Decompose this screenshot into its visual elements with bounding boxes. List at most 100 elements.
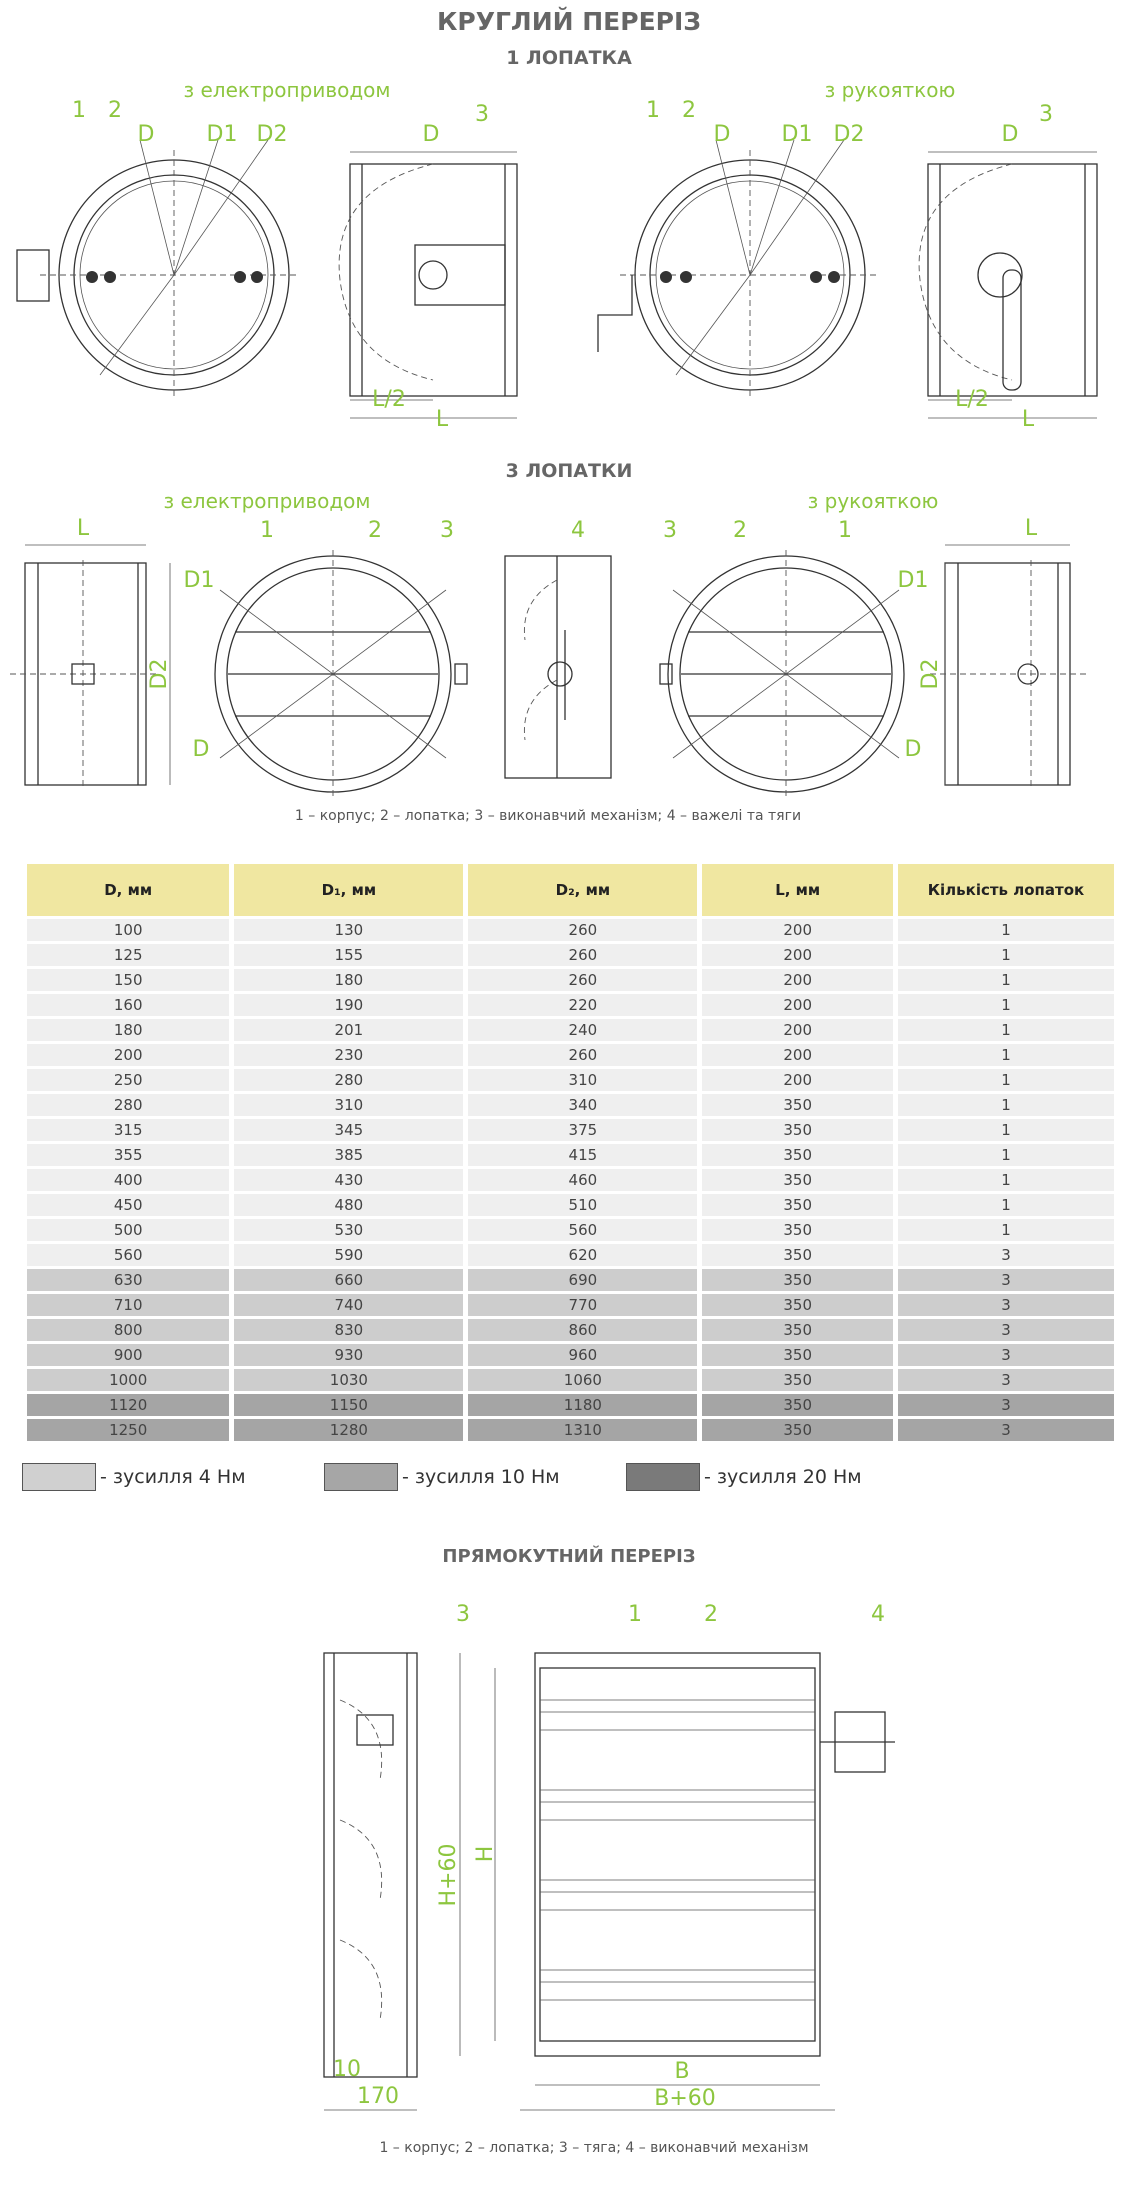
caption: 1 – корпус; 2 – лопатка; 3 – тяга; 4 – в… (379, 2140, 808, 2156)
table-cell: 3 (898, 1369, 1114, 1391)
table-cell: 770 (468, 1294, 698, 1316)
table-cell: 350 (702, 1194, 893, 1216)
table-cell: 1000 (27, 1369, 230, 1391)
table-cell: 3 (898, 1294, 1114, 1316)
table-cell: 355 (27, 1144, 230, 1166)
header-cell: Кількість лопаток (898, 864, 1114, 916)
table-cell: 3 (898, 1394, 1114, 1416)
table-row: 1000 1030 1060 350 3 (27, 1369, 1114, 1391)
table-cell: 350 (702, 1294, 893, 1316)
table-cell: 630 (27, 1269, 230, 1291)
table-cell: 200 (702, 969, 893, 991)
callout: 1 (838, 518, 852, 543)
callout: D (423, 122, 440, 147)
table-cell: 3 (898, 1244, 1114, 1266)
table-row: 400 430 460 350 1 (27, 1169, 1114, 1191)
table-cell: 345 (234, 1119, 464, 1141)
table-row: 100 130 260 200 1 (27, 919, 1114, 941)
callout: D2 (834, 122, 865, 147)
callout: 3 (1039, 102, 1053, 127)
legend-swatch (22, 1463, 96, 1491)
drawing-1a (16, 139, 300, 400)
legend-label: - зусилля 4 Нм (100, 1466, 246, 1488)
label-right: з рукояткою (825, 78, 956, 102)
table-row: 1120 1150 1180 350 3 (27, 1394, 1114, 1416)
table-row: 150 180 260 200 1 (27, 969, 1114, 991)
table-cell: 1 (898, 1144, 1114, 1166)
table-cell: 500 (27, 1219, 230, 1241)
legend-item: - зусилля 20 Нм (626, 1463, 862, 1491)
header-cell: D₁, мм (234, 864, 464, 916)
table-cell: 200 (702, 919, 893, 941)
title: КРУГЛИЙ ПЕРЕРІЗ (437, 7, 701, 36)
table-cell: 3 (898, 1319, 1114, 1341)
table-cell: 150 (27, 969, 230, 991)
table-cell: 690 (468, 1269, 698, 1291)
table-cell: 960 (468, 1344, 698, 1366)
caption: 1 – корпус; 2 – лопатка; 3 – виконавчий … (295, 808, 801, 824)
callout: L (1022, 407, 1035, 432)
table-cell: 830 (234, 1319, 464, 1341)
table-cell: 930 (234, 1344, 464, 1366)
table-cell: 310 (234, 1094, 464, 1116)
header-cell: D, мм (27, 864, 230, 916)
table-cell: 100 (27, 919, 230, 941)
table-cell: 1250 (27, 1419, 230, 1441)
table-cell: 430 (234, 1169, 464, 1191)
drawing-2b (214, 550, 468, 800)
callout: L (436, 407, 449, 432)
table-row: 355 385 415 350 1 (27, 1144, 1114, 1166)
callout: B+60 (654, 2086, 716, 2111)
callout: 1 (260, 518, 274, 543)
drawing-2e (930, 544, 1090, 790)
label-left: з електроприводом (184, 78, 391, 102)
drawing-2a (10, 544, 171, 790)
table-cell: 560 (27, 1244, 230, 1266)
table-cell: 350 (702, 1419, 893, 1441)
table-cell: 350 (702, 1369, 893, 1391)
callout: L (1025, 516, 1038, 541)
table-cell: 450 (27, 1194, 230, 1216)
table-cell: 860 (468, 1319, 698, 1341)
table-cell: 3 (898, 1344, 1114, 1366)
table-cell: 350 (702, 1269, 893, 1291)
callout: 1 (646, 98, 660, 123)
drawing-3 (323, 1652, 895, 2111)
table-cell: 201 (234, 1019, 464, 1041)
table-row: 900 930 960 350 3 (27, 1344, 1114, 1366)
table-cell: 740 (234, 1294, 464, 1316)
table-cell: 1 (898, 1094, 1114, 1116)
callout: 170 (357, 2084, 399, 2109)
callout: 1 (628, 1602, 642, 1627)
callout: 3 (456, 1602, 470, 1627)
table-cell: 900 (27, 1344, 230, 1366)
table-cell: 1 (898, 944, 1114, 966)
table-row: 200 230 260 200 1 (27, 1044, 1114, 1066)
callout: 2 (733, 518, 747, 543)
table-row: 280 310 340 350 1 (27, 1094, 1114, 1116)
table-cell: 1180 (468, 1394, 698, 1416)
table-cell: 350 (702, 1219, 893, 1241)
table-cell: 3 (898, 1419, 1114, 1441)
callout: 2 (704, 1602, 718, 1627)
table-cell: 240 (468, 1019, 698, 1041)
table-cell: 180 (234, 969, 464, 991)
table-cell: 200 (702, 1044, 893, 1066)
table-cell: 1280 (234, 1419, 464, 1441)
callout: 3 (440, 518, 454, 543)
table-cell: 130 (234, 919, 464, 941)
table-body: 100 130 260 200 1 125 155 260 200 1 150 180 260 200 1 1… (27, 919, 1114, 1441)
table-cell: 710 (27, 1294, 230, 1316)
table-cell: 280 (27, 1094, 230, 1116)
callout: H+60 (436, 1844, 461, 1907)
callout: D (1002, 122, 1019, 147)
callout: L (77, 516, 90, 541)
subtitle: 1 ЛОПАТКА (506, 47, 632, 69)
table-cell: 180 (27, 1019, 230, 1041)
callout: D2 (918, 659, 943, 690)
table-cell: 260 (468, 944, 698, 966)
table-cell: 1310 (468, 1419, 698, 1441)
callout: 4 (571, 518, 585, 543)
